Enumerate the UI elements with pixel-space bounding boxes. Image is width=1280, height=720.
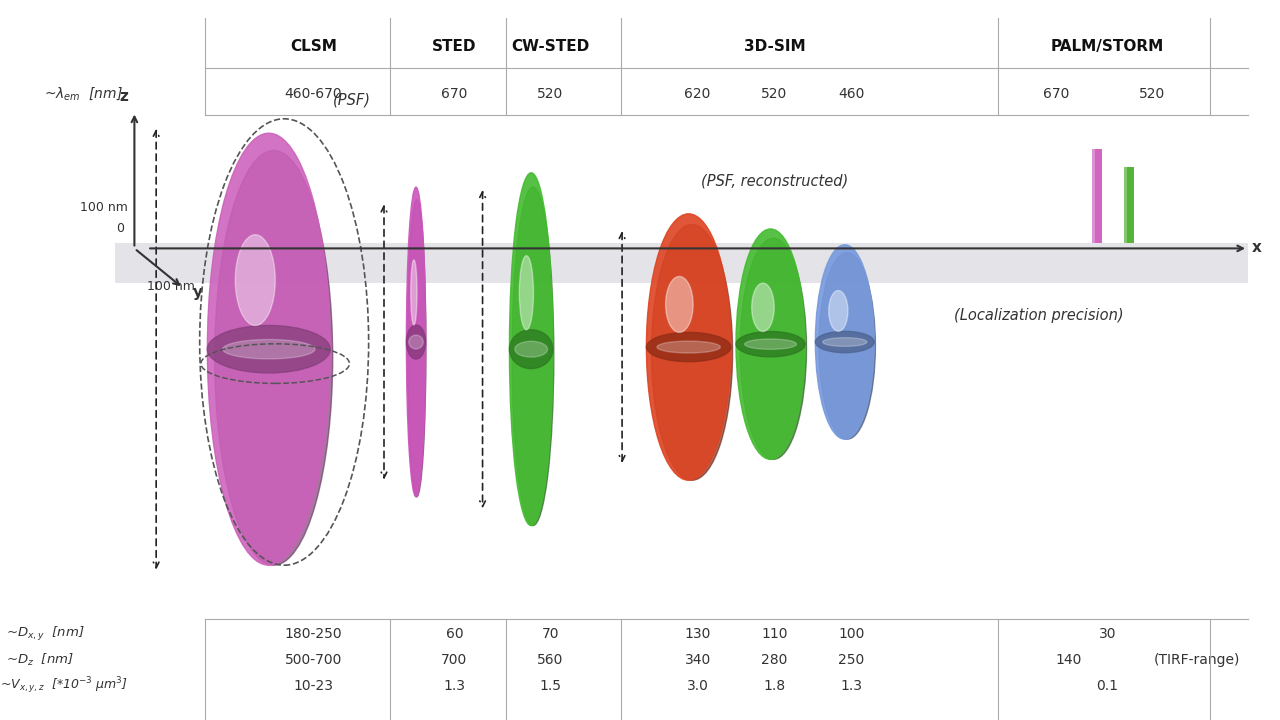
Text: (PSF, reconstructed): (PSF, reconstructed) — [701, 173, 849, 188]
Text: 520: 520 — [538, 86, 563, 101]
Ellipse shape — [509, 173, 553, 526]
Text: 500-700: 500-700 — [285, 653, 342, 667]
Ellipse shape — [740, 238, 806, 459]
Ellipse shape — [736, 229, 805, 459]
Text: 30: 30 — [1098, 626, 1116, 641]
Ellipse shape — [745, 339, 796, 349]
Text: 110: 110 — [762, 626, 787, 641]
Text: 1.3: 1.3 — [443, 679, 466, 693]
Ellipse shape — [223, 339, 315, 359]
Ellipse shape — [407, 187, 425, 497]
Ellipse shape — [646, 214, 731, 480]
Text: 100 nm: 100 nm — [81, 201, 128, 214]
Ellipse shape — [236, 235, 275, 325]
Text: z: z — [120, 89, 128, 104]
Ellipse shape — [520, 256, 534, 330]
Ellipse shape — [515, 341, 548, 357]
Text: 100 nm: 100 nm — [147, 280, 195, 293]
Text: 460: 460 — [838, 86, 864, 101]
Text: x: x — [1252, 240, 1262, 255]
Text: 0.1: 0.1 — [1096, 679, 1119, 693]
Text: 340: 340 — [685, 653, 710, 667]
Text: 670: 670 — [1043, 86, 1069, 101]
Text: 0: 0 — [116, 222, 124, 235]
FancyBboxPatch shape — [1092, 149, 1102, 243]
Text: 670: 670 — [442, 86, 467, 101]
Text: 520: 520 — [1139, 86, 1165, 101]
Ellipse shape — [509, 330, 553, 369]
Text: (TIRF-range): (TIRF-range) — [1153, 653, 1240, 667]
Text: 10-23: 10-23 — [293, 679, 334, 693]
Text: 1.3: 1.3 — [840, 679, 863, 693]
Text: CW-STED: CW-STED — [511, 40, 590, 54]
Ellipse shape — [207, 133, 330, 565]
Text: 3.0: 3.0 — [686, 679, 709, 693]
Text: 560: 560 — [538, 653, 563, 667]
Ellipse shape — [815, 331, 874, 353]
Text: 250: 250 — [838, 653, 864, 667]
Text: 3D-SIM: 3D-SIM — [744, 40, 805, 54]
Text: 60: 60 — [445, 626, 463, 641]
Text: 700: 700 — [442, 653, 467, 667]
Text: ~$D_z$  [nm]: ~$D_z$ [nm] — [6, 652, 74, 668]
Text: 180-250: 180-250 — [284, 626, 343, 641]
Text: 140: 140 — [1056, 653, 1082, 667]
Ellipse shape — [823, 338, 867, 346]
Text: 460-670: 460-670 — [284, 86, 343, 101]
Ellipse shape — [407, 325, 425, 359]
Ellipse shape — [411, 260, 417, 325]
Ellipse shape — [751, 283, 774, 331]
Ellipse shape — [646, 333, 731, 361]
Text: 100: 100 — [838, 626, 864, 641]
Ellipse shape — [408, 335, 424, 349]
Ellipse shape — [215, 150, 333, 565]
Text: ~$\lambda_{em}$  [nm]: ~$\lambda_{em}$ [nm] — [44, 85, 123, 102]
Ellipse shape — [815, 245, 874, 439]
Ellipse shape — [828, 290, 847, 331]
Ellipse shape — [819, 253, 876, 439]
FancyBboxPatch shape — [1092, 149, 1096, 243]
Text: 280: 280 — [762, 653, 787, 667]
Text: PALM/STORM: PALM/STORM — [1051, 40, 1164, 54]
Text: 70: 70 — [541, 626, 559, 641]
Ellipse shape — [736, 331, 805, 357]
Text: (PSF): (PSF) — [333, 92, 371, 107]
Ellipse shape — [666, 276, 692, 333]
Ellipse shape — [512, 187, 554, 526]
Text: y: y — [193, 285, 204, 300]
Text: 620: 620 — [685, 86, 710, 101]
Text: ~$V_{x,y,z}$  [*10$^{-3}$ $\mu$m$^3$]: ~$V_{x,y,z}$ [*10$^{-3}$ $\mu$m$^3$] — [0, 676, 128, 696]
Text: CLSM: CLSM — [291, 40, 337, 54]
Ellipse shape — [407, 199, 426, 497]
Text: STED: STED — [433, 40, 476, 54]
Text: (Localization precision): (Localization precision) — [954, 308, 1124, 323]
Text: 130: 130 — [685, 626, 710, 641]
Ellipse shape — [652, 225, 732, 480]
Text: 520: 520 — [762, 86, 787, 101]
Polygon shape — [115, 243, 1248, 282]
FancyBboxPatch shape — [1124, 167, 1134, 243]
Text: 1.5: 1.5 — [539, 679, 562, 693]
Text: ~$D_{x,y}$  [nm]: ~$D_{x,y}$ [nm] — [6, 624, 86, 642]
Ellipse shape — [207, 325, 330, 373]
Ellipse shape — [657, 341, 721, 353]
Text: 1.8: 1.8 — [763, 679, 786, 693]
FancyBboxPatch shape — [1124, 167, 1128, 243]
